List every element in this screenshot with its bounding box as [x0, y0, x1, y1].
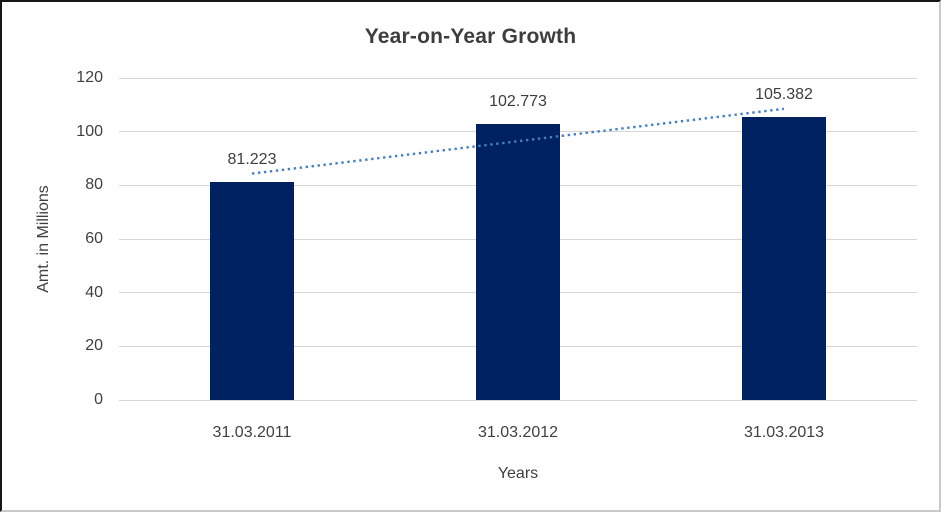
y-tick-label: 60 — [85, 230, 103, 247]
chart-title: Year-on-Year Growth — [364, 25, 577, 48]
x-tick-label: 31.03.2013 — [743, 424, 825, 441]
y-tick-label: 120 — [76, 69, 103, 86]
bar — [476, 124, 560, 400]
x-axis-title: Years — [497, 465, 539, 482]
gridline — [119, 77, 917, 79]
x-tick-label: 31.03.2011 — [212, 424, 292, 441]
bar — [210, 182, 294, 400]
x-tick-label: 31.03.2012 — [477, 424, 559, 441]
y-tick-label: 100 — [76, 122, 103, 140]
y-tick-label: 0 — [94, 391, 103, 408]
data-label: 102.773 — [489, 93, 547, 111]
data-label: 105.382 — [755, 86, 813, 104]
y-tick-label: 40 — [85, 283, 103, 301]
bar — [742, 117, 826, 400]
gridline — [119, 399, 917, 401]
y-tick-label: 80 — [85, 176, 103, 194]
data-label: 81.223 — [227, 151, 277, 169]
y-tick-label: 20 — [85, 337, 103, 355]
